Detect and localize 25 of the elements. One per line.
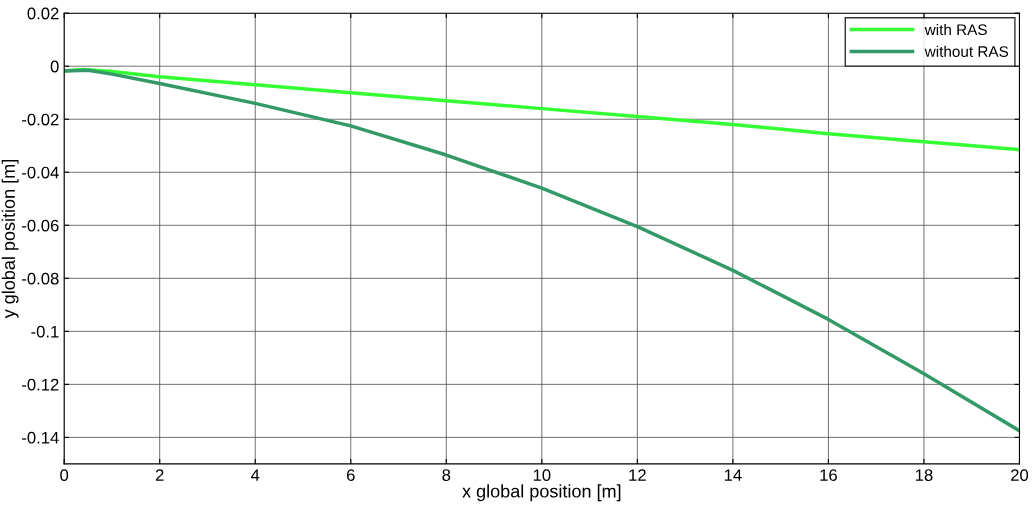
- x-tick-label: 20: [1011, 469, 1029, 482]
- y-tick-label: -0.02: [22, 113, 59, 126]
- x-tick-label: 14: [724, 469, 742, 481]
- legend-label: with RAS: [924, 23, 987, 36]
- x-axis-title: x global position [m]: [462, 484, 621, 502]
- y-tick-label: -0.1: [31, 325, 59, 338]
- y-tick-label: -0.08: [22, 272, 59, 285]
- line-series: [64, 68, 1020, 433]
- x-tick-label: 8: [442, 469, 451, 482]
- y-tick-label: -0.14: [22, 431, 59, 444]
- x-tick-label: 4: [250, 469, 260, 481]
- y-tick-label: -0.06: [22, 219, 59, 232]
- y-tick-label: -0.12: [22, 378, 59, 391]
- x-tick-label: 18: [915, 469, 933, 482]
- y-tick-label: 0.02: [27, 7, 59, 20]
- x-tick-label: 10: [533, 469, 551, 482]
- x-tick-label: 16: [820, 469, 837, 482]
- y-tick-label: -0.04: [22, 166, 59, 179]
- x-tick-label: 2: [155, 469, 164, 481]
- y-tick-label: 0: [50, 60, 59, 73]
- y-axis-title: y global position [m]: [1, 160, 19, 319]
- legend-label: without RAS: [924, 45, 1009, 57]
- x-tick-label: 0: [60, 469, 69, 482]
- x-tick-label: 12: [629, 469, 646, 481]
- x-tick-label: 6: [346, 469, 355, 482]
